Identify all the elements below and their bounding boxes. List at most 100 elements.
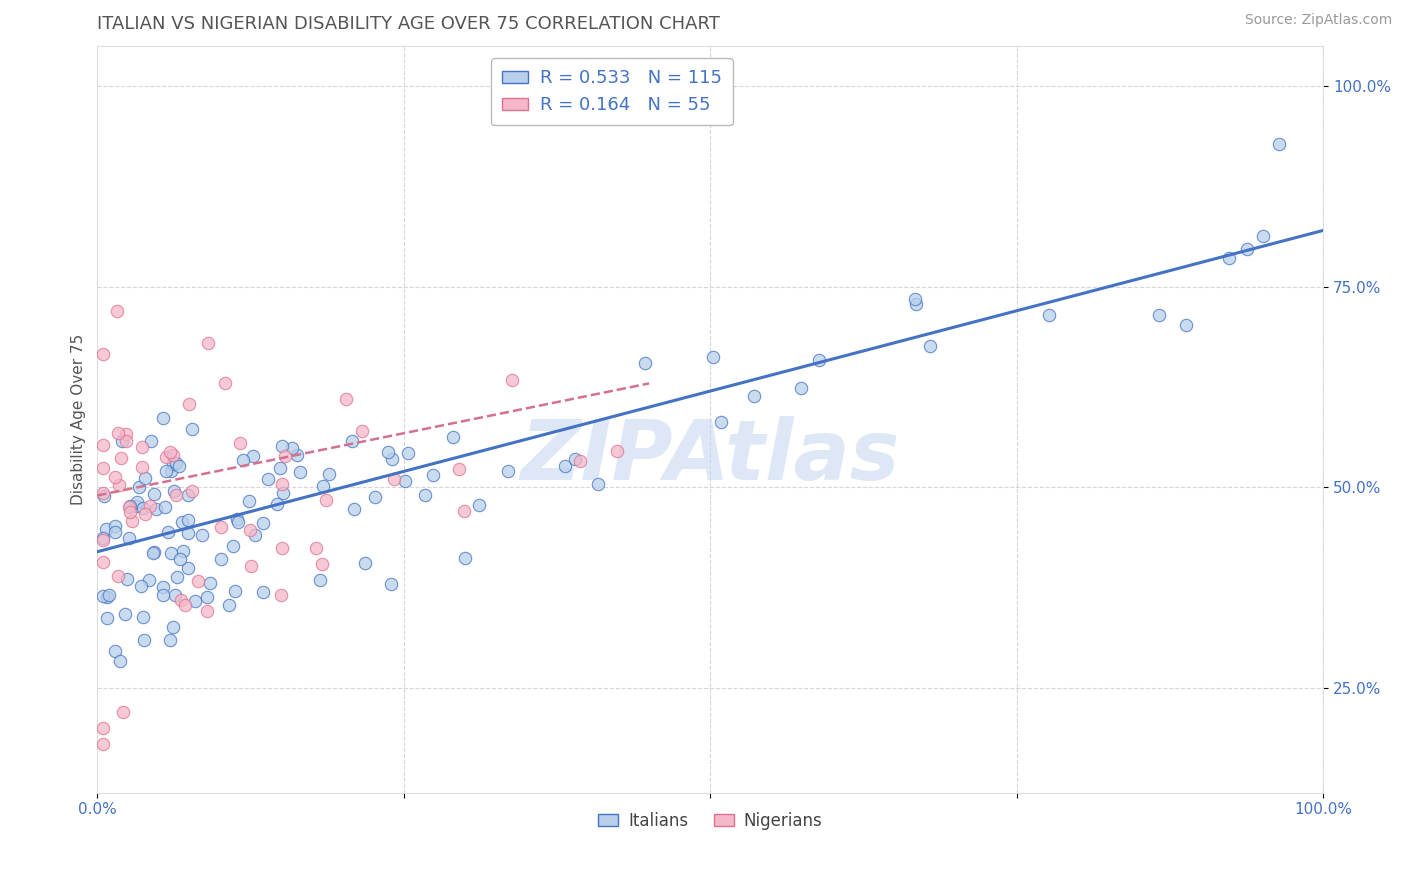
- Point: [94, 522, 117, 536]
- Point: [118, 532, 141, 546]
- Point: [214, 376, 236, 390]
- Point: [364, 490, 387, 504]
- Point: [131, 610, 153, 624]
- Point: [197, 591, 219, 605]
- Point: [564, 451, 586, 466]
- Point: [305, 541, 328, 556]
- Point: [232, 452, 254, 467]
- Point: [93, 489, 115, 503]
- Point: [162, 457, 184, 471]
- Legend: Italians, Nigerians: Italians, Nigerians: [592, 805, 830, 837]
- Point: [103, 644, 125, 658]
- Point: [1267, 137, 1289, 152]
- Point: [173, 599, 195, 613]
- Point: [104, 524, 127, 539]
- Point: [238, 494, 260, 508]
- Point: [318, 467, 340, 482]
- Point: [312, 479, 335, 493]
- Point: [904, 292, 927, 306]
- Point: [132, 633, 155, 648]
- Point: [157, 524, 180, 539]
- Point: [108, 654, 131, 668]
- Point: [554, 458, 576, 473]
- Point: [165, 488, 187, 502]
- Point: [209, 551, 232, 566]
- Point: [96, 611, 118, 625]
- Point: [93, 347, 115, 361]
- Point: [177, 513, 200, 527]
- Point: [422, 467, 444, 482]
- Point: [225, 512, 247, 526]
- Point: [134, 508, 156, 522]
- Point: [160, 464, 183, 478]
- Point: [382, 472, 405, 486]
- Point: [197, 335, 219, 350]
- Point: [115, 434, 138, 448]
- Point: [177, 561, 200, 575]
- Point: [152, 411, 174, 425]
- Point: [145, 501, 167, 516]
- Point: [129, 579, 152, 593]
- Point: [252, 516, 274, 530]
- Point: [222, 539, 245, 553]
- Point: [128, 479, 150, 493]
- Point: [155, 450, 177, 465]
- Point: [441, 430, 464, 444]
- Point: [104, 519, 127, 533]
- Point: [177, 397, 200, 411]
- Point: [121, 514, 143, 528]
- Point: [93, 460, 115, 475]
- Point: [167, 459, 190, 474]
- Point: [270, 589, 292, 603]
- Point: [162, 619, 184, 633]
- Point: [218, 598, 240, 612]
- Point: [155, 464, 177, 478]
- Point: [177, 488, 200, 502]
- Point: [271, 439, 294, 453]
- Point: [172, 544, 194, 558]
- Point: [1251, 229, 1274, 244]
- Point: [93, 556, 115, 570]
- Point: [335, 392, 357, 406]
- Point: [606, 444, 628, 458]
- Point: [1147, 308, 1170, 322]
- Point: [120, 499, 142, 513]
- Point: [309, 573, 332, 587]
- Point: [1218, 251, 1240, 265]
- Point: [229, 436, 252, 450]
- Point: [340, 434, 363, 448]
- Point: [288, 465, 311, 479]
- Point: [381, 451, 404, 466]
- Point: [285, 449, 308, 463]
- Point: [184, 594, 207, 608]
- Point: [226, 515, 249, 529]
- Y-axis label: Disability Age Over 75: Disability Age Over 75: [72, 334, 86, 505]
- Point: [93, 738, 115, 752]
- Point: [271, 541, 294, 555]
- Point: [93, 722, 115, 736]
- Point: [634, 356, 657, 370]
- Point: [269, 461, 291, 475]
- Point: [152, 580, 174, 594]
- Point: [125, 495, 148, 509]
- Text: ITALIAN VS NIGERIAN DISABILITY AGE OVER 75 CORRELATION CHART: ITALIAN VS NIGERIAN DISABILITY AGE OVER …: [97, 15, 720, 33]
- Point: [166, 570, 188, 584]
- Point: [569, 454, 592, 468]
- Point: [143, 545, 166, 559]
- Point: [447, 462, 470, 476]
- Point: [790, 381, 813, 395]
- Point: [107, 569, 129, 583]
- Point: [266, 497, 288, 511]
- Point: [195, 604, 218, 618]
- Point: [93, 486, 115, 500]
- Point: [343, 502, 366, 516]
- Point: [270, 477, 292, 491]
- Point: [710, 415, 733, 429]
- Text: ZIPAtlas: ZIPAtlas: [520, 416, 900, 497]
- Point: [354, 556, 377, 570]
- Point: [180, 484, 202, 499]
- Point: [415, 488, 437, 502]
- Point: [190, 528, 212, 542]
- Point: [588, 477, 610, 491]
- Point: [114, 607, 136, 622]
